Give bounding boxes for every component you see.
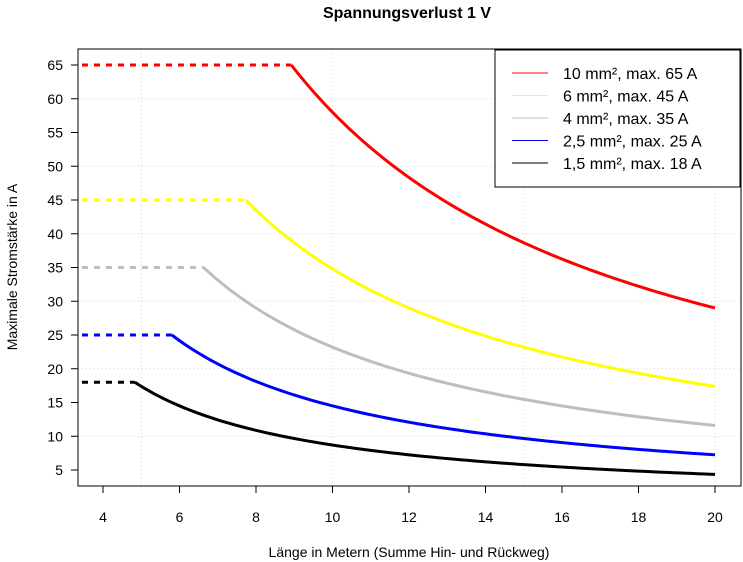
- series-curve: [244, 198, 716, 388]
- x-tick-label: 4: [99, 509, 107, 525]
- x-tick-label: 14: [478, 509, 494, 525]
- y-tick-label: 5: [55, 462, 63, 478]
- y-tick-label: 45: [47, 192, 63, 208]
- y-tick-label: 30: [47, 293, 63, 309]
- chart-title: Spannungsverlust 1 V: [323, 5, 491, 22]
- series-curve: [202, 266, 716, 427]
- legend-label: 6 mm², max. 45 A: [563, 89, 689, 106]
- series-group: [81, 63, 716, 476]
- x-tick-label: 16: [554, 509, 570, 525]
- series-curve: [290, 64, 716, 310]
- x-tick-label: 8: [252, 509, 260, 525]
- legend-label: 2,5 mm², max. 25 A: [563, 134, 702, 151]
- y-tick-label: 65: [47, 57, 63, 73]
- x-axis-label: Länge in Metern (Summe Hin- und Rückweg): [269, 544, 550, 560]
- x-tick-label: 6: [176, 509, 184, 525]
- y-tick-label: 15: [47, 395, 63, 411]
- series-curve: [170, 333, 716, 457]
- legend-label: 10 mm², max. 65 A: [563, 66, 698, 83]
- x-tick-label: 10: [325, 509, 341, 525]
- y-tick-label: 20: [47, 361, 63, 377]
- y-axis: 5 10 15 20 25 30 35 40 45 50 55 60 65: [47, 57, 78, 478]
- y-tick-label: 25: [47, 327, 63, 343]
- y-tick-label: 50: [47, 158, 63, 174]
- x-tick-label: 20: [707, 509, 723, 525]
- y-tick-label: 60: [47, 91, 63, 107]
- y-tick-label: 10: [47, 428, 63, 444]
- legend-label: 1,5 mm², max. 18 A: [563, 156, 702, 173]
- y-tick-label: 40: [47, 226, 63, 242]
- x-axis: 4 6 8 10 12 14 16 18 20: [99, 486, 723, 525]
- y-tick-label: 35: [47, 260, 63, 276]
- x-tick-label: 18: [631, 509, 647, 525]
- y-axis-label: Maximale Stromstärke in A: [4, 183, 20, 350]
- y-tick-label: 55: [47, 125, 63, 141]
- legend-label: 4 mm², max. 35 A: [563, 111, 689, 128]
- legend: 10 mm², max. 65 A 6 mm², max. 45 A 4 mm², …: [494, 49, 741, 188]
- series-curve: [134, 380, 716, 476]
- x-tick-label: 12: [401, 509, 417, 525]
